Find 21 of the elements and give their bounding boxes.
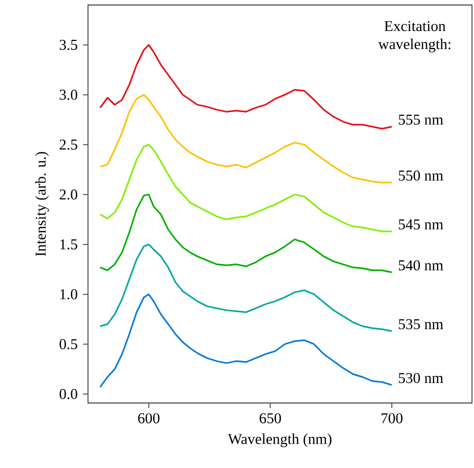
series-label: 540 nm <box>398 260 444 270</box>
series-label: 535 nm <box>398 319 444 330</box>
y-axis-title: Intensity (arb. u.) <box>35 152 49 256</box>
series-label: 550 nm <box>398 170 444 181</box>
x-tick-label: 650 <box>260 413 281 424</box>
y-tick-label: 3.5 <box>60 40 78 50</box>
y-tick-label: 2.0 <box>60 189 78 200</box>
y-tick-label: 3.0 <box>60 90 78 100</box>
line-series <box>99 293 393 388</box>
x-tick-label: 600 <box>138 413 160 424</box>
x-axis-title: Wavelength (nm) <box>228 434 332 448</box>
legend-title: Excitation wavelength: <box>378 21 450 52</box>
series-label: 530 nm <box>398 372 444 384</box>
series-label: 545 nm <box>398 219 444 230</box>
y-tick-label: 1.5 <box>60 239 78 250</box>
y-tick-label: 0.5 <box>60 339 78 350</box>
y-tick-label: 0.0 <box>60 388 78 400</box>
x-tick-label: 700 <box>382 413 402 424</box>
series-label: 555 nm <box>398 114 444 125</box>
y-tick-label: 1.0 <box>60 289 78 300</box>
y-tick-label: 2.5 <box>60 140 78 150</box>
